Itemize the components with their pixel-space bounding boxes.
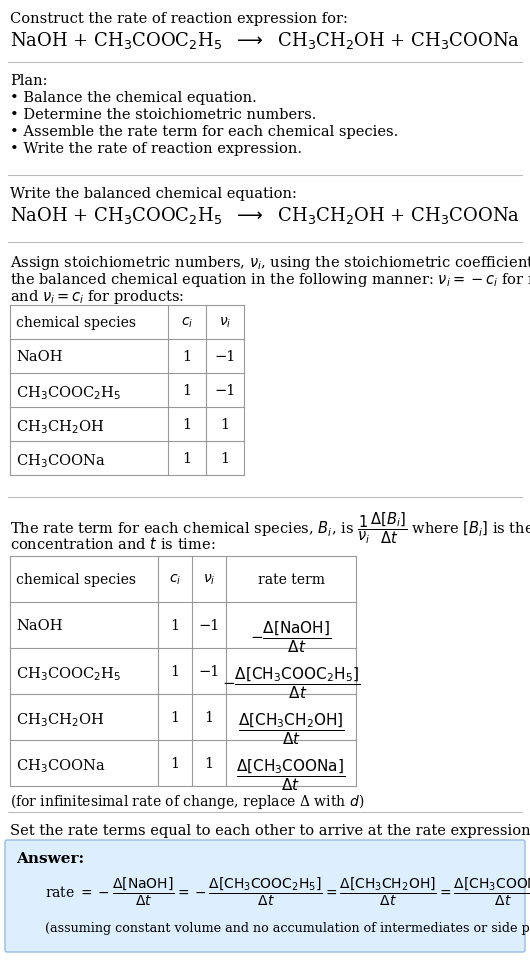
Text: 1: 1	[182, 418, 191, 432]
Text: 1: 1	[205, 711, 214, 725]
Text: CH$_3$CH$_2$OH: CH$_3$CH$_2$OH	[16, 418, 104, 435]
Text: 1: 1	[171, 619, 180, 633]
Text: 1: 1	[171, 757, 180, 771]
Text: Plan:: Plan:	[10, 74, 48, 88]
Text: concentration and $t$ is time:: concentration and $t$ is time:	[10, 536, 216, 552]
Text: Answer:: Answer:	[16, 852, 84, 866]
Text: $\dfrac{\Delta[\mathrm{CH_3CH_2OH}]}{\Delta t}$: $\dfrac{\Delta[\mathrm{CH_3CH_2OH}]}{\De…	[237, 711, 344, 747]
Text: NaOH + CH$_3$COOC$_2$H$_5$  $\longrightarrow$  CH$_3$CH$_2$OH + CH$_3$COONa: NaOH + CH$_3$COOC$_2$H$_5$ $\longrightar…	[10, 30, 520, 51]
Text: $-\dfrac{\Delta[\mathrm{CH_3COOC_2H_5}]}{\Delta t}$: $-\dfrac{\Delta[\mathrm{CH_3COOC_2H_5}]}…	[222, 665, 360, 701]
Text: 1: 1	[182, 384, 191, 398]
Text: Assign stoichiometric numbers, $\nu_i$, using the stoichiometric coefficients, $: Assign stoichiometric numbers, $\nu_i$, …	[10, 254, 530, 272]
Text: CH$_3$COOC$_2$H$_5$: CH$_3$COOC$_2$H$_5$	[16, 665, 121, 682]
Text: −1: −1	[214, 384, 236, 398]
Text: CH$_3$COONa: CH$_3$COONa	[16, 452, 105, 469]
Text: −1: −1	[198, 665, 220, 679]
Text: 1: 1	[182, 350, 191, 364]
Text: $c_i$: $c_i$	[169, 573, 181, 588]
Text: • Write the rate of reaction expression.: • Write the rate of reaction expression.	[10, 142, 302, 156]
Text: Construct the rate of reaction expression for:: Construct the rate of reaction expressio…	[10, 12, 348, 26]
Text: $\nu_i$: $\nu_i$	[203, 573, 215, 588]
Text: $\dfrac{\Delta[\mathrm{CH_3COONa}]}{\Delta t}$: $\dfrac{\Delta[\mathrm{CH_3COONa}]}{\Del…	[236, 757, 346, 793]
Text: NaOH + CH$_3$COOC$_2$H$_5$  $\longrightarrow$  CH$_3$CH$_2$OH + CH$_3$COONa: NaOH + CH$_3$COOC$_2$H$_5$ $\longrightar…	[10, 205, 520, 226]
Text: • Assemble the rate term for each chemical species.: • Assemble the rate term for each chemic…	[10, 125, 398, 139]
Text: (assuming constant volume and no accumulation of intermediates or side products): (assuming constant volume and no accumul…	[45, 922, 530, 935]
Text: 1: 1	[220, 418, 229, 432]
Text: chemical species: chemical species	[16, 573, 136, 587]
Text: −1: −1	[198, 619, 220, 633]
Text: 1: 1	[171, 711, 180, 725]
Text: • Balance the chemical equation.: • Balance the chemical equation.	[10, 91, 257, 105]
Text: 1: 1	[220, 452, 229, 466]
Text: (for infinitesimal rate of change, replace Δ with $d$): (for infinitesimal rate of change, repla…	[10, 792, 364, 811]
Text: the balanced chemical equation in the following manner: $\nu_i = -c_i$ for react: the balanced chemical equation in the fo…	[10, 271, 530, 289]
Text: • Determine the stoichiometric numbers.: • Determine the stoichiometric numbers.	[10, 108, 316, 122]
Text: and $\nu_i = c_i$ for products:: and $\nu_i = c_i$ for products:	[10, 288, 184, 306]
Text: 1: 1	[171, 665, 180, 679]
Text: −1: −1	[214, 350, 236, 364]
Text: 1: 1	[182, 452, 191, 466]
Text: rate term: rate term	[258, 573, 324, 587]
Text: $\nu_i$: $\nu_i$	[219, 316, 231, 331]
Text: CH$_3$COONa: CH$_3$COONa	[16, 757, 105, 775]
Text: CH$_3$COOC$_2$H$_5$: CH$_3$COOC$_2$H$_5$	[16, 384, 121, 402]
Text: NaOH: NaOH	[16, 619, 63, 633]
Text: $-\dfrac{\Delta[\mathrm{NaOH}]}{\Delta t}$: $-\dfrac{\Delta[\mathrm{NaOH}]}{\Delta t…	[250, 619, 332, 655]
FancyBboxPatch shape	[5, 840, 525, 952]
Text: $c_i$: $c_i$	[181, 316, 193, 331]
Text: NaOH: NaOH	[16, 350, 63, 364]
Text: Set the rate terms equal to each other to arrive at the rate expression:: Set the rate terms equal to each other t…	[10, 824, 530, 838]
Text: CH$_3$CH$_2$OH: CH$_3$CH$_2$OH	[16, 711, 104, 729]
Text: 1: 1	[205, 757, 214, 771]
Text: The rate term for each chemical species, $B_i$, is $\dfrac{1}{\nu_i}\dfrac{\Delt: The rate term for each chemical species,…	[10, 510, 530, 546]
Text: Write the balanced chemical equation:: Write the balanced chemical equation:	[10, 187, 297, 201]
Text: rate $= -\dfrac{\Delta[\mathrm{NaOH}]}{\Delta t} = -\dfrac{\Delta[\mathrm{CH_3CO: rate $= -\dfrac{\Delta[\mathrm{NaOH}]}{\…	[45, 876, 530, 909]
Text: chemical species: chemical species	[16, 316, 136, 330]
